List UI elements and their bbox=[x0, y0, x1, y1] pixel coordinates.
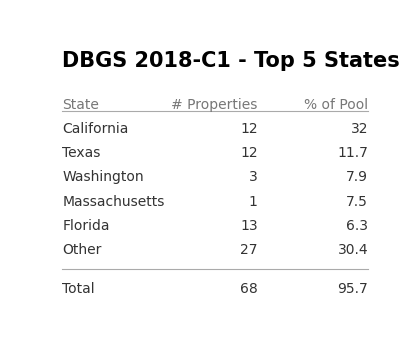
Text: # Properties: # Properties bbox=[171, 97, 257, 112]
Text: 7.5: 7.5 bbox=[346, 194, 368, 209]
Text: 32: 32 bbox=[351, 122, 368, 136]
Text: 27: 27 bbox=[240, 243, 257, 257]
Text: Total: Total bbox=[62, 282, 95, 296]
Text: Massachusetts: Massachusetts bbox=[62, 194, 165, 209]
Text: Florida: Florida bbox=[62, 219, 110, 233]
Text: 68: 68 bbox=[240, 282, 257, 296]
Text: 12: 12 bbox=[240, 122, 257, 136]
Text: Washington: Washington bbox=[62, 171, 144, 184]
Text: Other: Other bbox=[62, 243, 102, 257]
Text: 30.4: 30.4 bbox=[338, 243, 368, 257]
Text: 3: 3 bbox=[249, 171, 257, 184]
Text: 13: 13 bbox=[240, 219, 257, 233]
Text: 12: 12 bbox=[240, 146, 257, 160]
Text: 7.9: 7.9 bbox=[346, 171, 368, 184]
Text: % of Pool: % of Pool bbox=[304, 97, 368, 112]
Text: 1: 1 bbox=[249, 194, 257, 209]
Text: State: State bbox=[62, 97, 99, 112]
Text: 95.7: 95.7 bbox=[338, 282, 368, 296]
Text: California: California bbox=[62, 122, 129, 136]
Text: 6.3: 6.3 bbox=[346, 219, 368, 233]
Text: 11.7: 11.7 bbox=[337, 146, 368, 160]
Text: Texas: Texas bbox=[62, 146, 101, 160]
Text: DBGS 2018-C1 - Top 5 States: DBGS 2018-C1 - Top 5 States bbox=[62, 51, 400, 71]
